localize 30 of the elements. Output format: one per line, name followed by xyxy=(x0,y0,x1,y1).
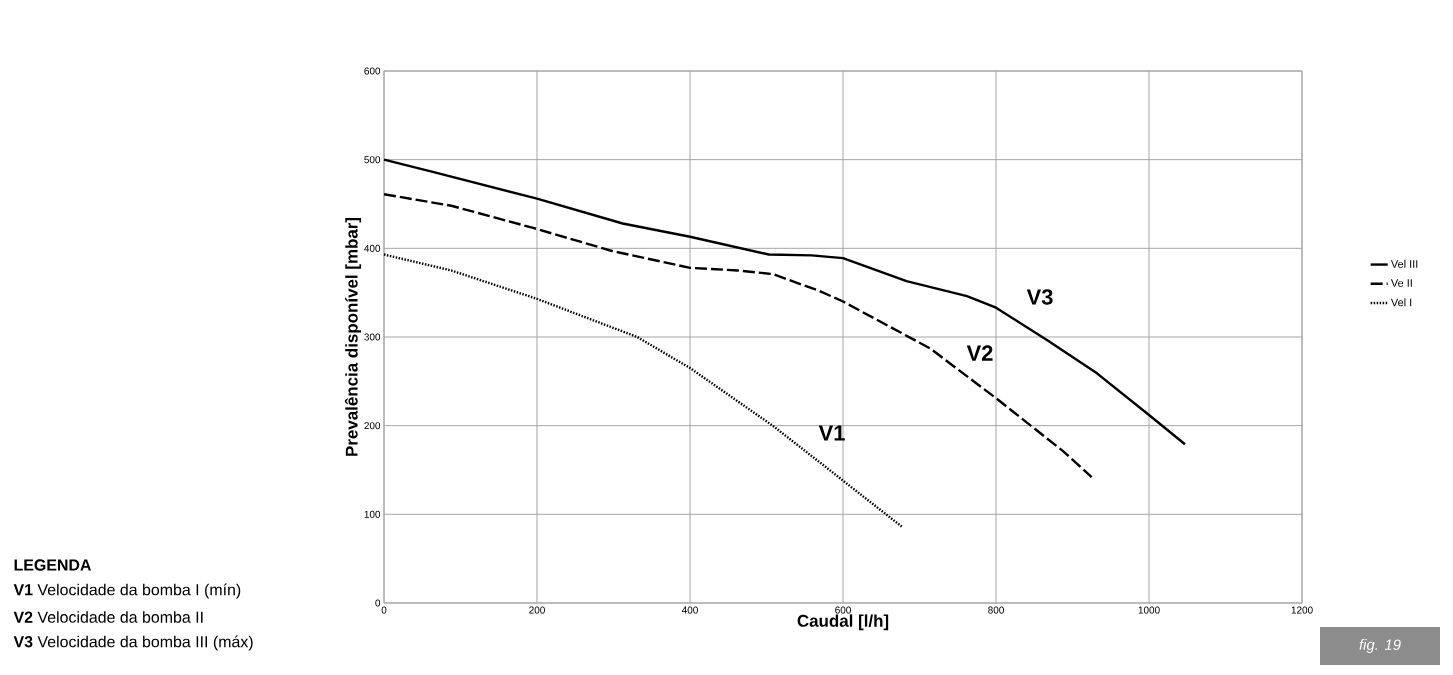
x-tick-label: 600 xyxy=(835,606,851,614)
line-series xyxy=(382,193,1093,479)
y-tick-label: 200 xyxy=(364,422,381,430)
x-tick-label: 400 xyxy=(681,606,698,614)
line-series xyxy=(382,253,904,528)
x-tick-label: 800 xyxy=(988,606,1004,614)
text: V2 Velocidade da bomba II xyxy=(13,611,203,623)
annotation: V2 xyxy=(966,345,993,361)
y-tick-label: 500 xyxy=(364,156,381,164)
x-tick-label: 1000 xyxy=(1138,606,1160,614)
x-tick-label: 0 xyxy=(381,606,387,614)
x-tick-label: 1200 xyxy=(1291,606,1313,614)
legend-label: Vel I xyxy=(1390,298,1412,307)
annotation: V1 xyxy=(818,425,845,441)
legend-label: Vel III xyxy=(1390,259,1418,268)
x-axis-title: Caudal [l/h] xyxy=(797,614,889,631)
text: LEGENDA xyxy=(14,559,92,571)
text: V1 Velocidade da bomba I (mín) xyxy=(13,583,241,599)
text: fig. 19 xyxy=(1359,639,1401,653)
x-tick-label: 200 xyxy=(529,606,545,614)
y-tick-label: 300 xyxy=(364,333,381,341)
annotation: V3 xyxy=(1026,289,1053,305)
y-tick-label: 100 xyxy=(364,510,381,518)
y-tick-label: 0 xyxy=(375,599,381,607)
line-series xyxy=(382,158,1187,446)
y-tick-label: 600 xyxy=(364,67,381,75)
y-axis-title: Prevalência disponível [mbar] xyxy=(344,217,362,456)
y-tick-label: 400 xyxy=(364,244,381,252)
legend-label: Ve II xyxy=(1390,279,1412,287)
text: V3 Velocidade da bomba III (máx) xyxy=(13,635,253,651)
